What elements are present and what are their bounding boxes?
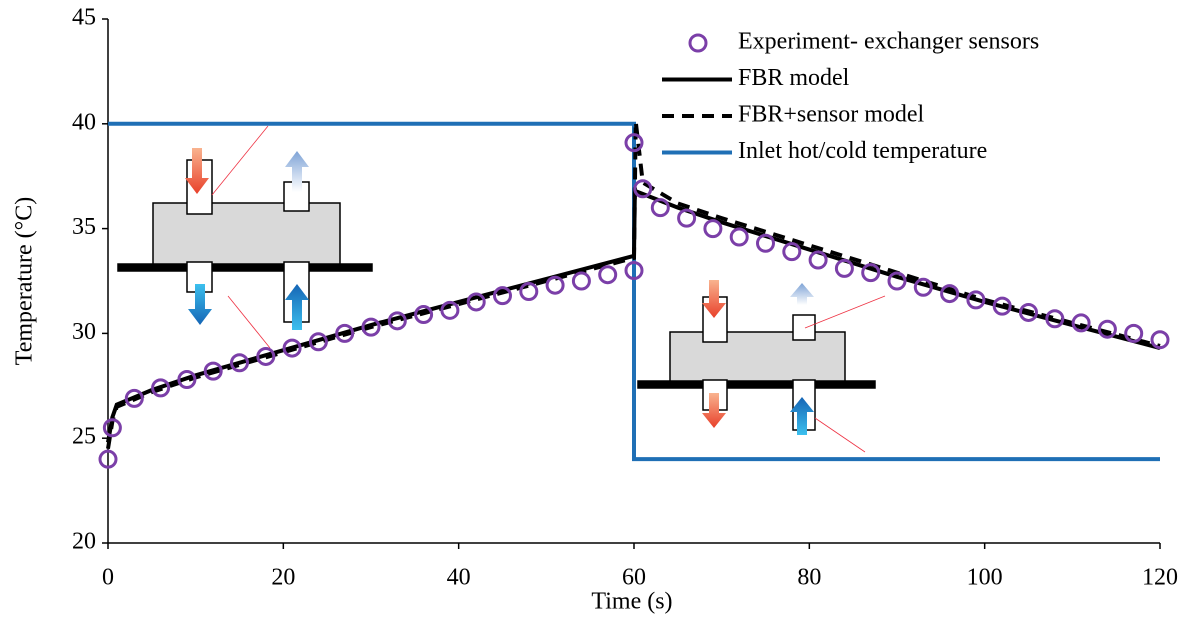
data-point: [335, 323, 355, 343]
y-axis-label: Temperature (°C): [12, 197, 38, 366]
data-point: [966, 290, 986, 310]
data-point: [1097, 319, 1117, 339]
data-point: [98, 449, 118, 469]
y-tick-label: 25: [72, 424, 96, 450]
data-point: [633, 179, 653, 199]
series-line: [106, 187, 1161, 443]
data-point: [650, 198, 670, 218]
data-point: [782, 242, 802, 262]
legend-label: Experiment- exchanger sensors: [738, 29, 1039, 55]
data-point: [1071, 313, 1091, 333]
data-point: [282, 338, 302, 358]
data-point: [703, 219, 723, 239]
x-axis-label: Time (s): [591, 589, 672, 615]
data-point: [361, 317, 381, 337]
data-point: [808, 250, 828, 270]
data-point: [493, 286, 512, 306]
data-point: [1150, 330, 1170, 350]
data-point: [571, 271, 591, 291]
data-point: [729, 227, 749, 247]
data-point: [177, 370, 197, 390]
y-tick-label: 30: [72, 319, 96, 345]
y-tick-label: 20: [72, 529, 96, 555]
x-tick-label: 40: [447, 565, 471, 591]
legend-marker: [688, 33, 708, 53]
data-point: [414, 305, 434, 325]
data-point: [887, 271, 907, 291]
x-tick-label: 20: [271, 565, 295, 591]
data-point: [861, 263, 881, 283]
legend-label: FBR model: [738, 65, 850, 91]
data-point: [677, 208, 697, 228]
data-point: [203, 361, 223, 381]
data-point: [756, 233, 775, 253]
data-point: [387, 311, 407, 331]
series-line: [108, 121, 1160, 462]
data-point: [992, 296, 1012, 316]
data-point: [124, 388, 144, 408]
data-point: [834, 258, 854, 278]
legend-label: FBR+sensor model: [738, 102, 925, 128]
data-point: [940, 284, 960, 304]
legend-label: Inlet hot/cold temperature: [738, 138, 987, 164]
x-tick-label: 60: [622, 565, 646, 591]
data-point: [545, 275, 565, 295]
data-point: [624, 133, 644, 153]
y-tick-label: 45: [72, 5, 96, 31]
data-point: [1045, 309, 1065, 329]
data-point: [102, 418, 122, 438]
x-tick-label: 120: [1142, 565, 1178, 591]
data-point: [624, 261, 644, 281]
data-point: [466, 292, 486, 312]
data-point: [598, 265, 618, 285]
data-point: [440, 300, 460, 320]
data-point: [256, 346, 276, 366]
data-point: [1124, 323, 1144, 343]
y-tick-label: 40: [72, 109, 96, 135]
data-point: [230, 353, 249, 373]
data-point: [1019, 302, 1038, 322]
data-point: [519, 281, 539, 301]
x-tick-label: 80: [797, 565, 821, 591]
data-point: [913, 277, 933, 297]
inset-diagram: [117, 125, 886, 453]
y-tick-label: 35: [72, 214, 96, 240]
data-point: [151, 378, 171, 398]
x-tick-label: 0: [102, 565, 114, 591]
data-point: [308, 332, 328, 352]
x-tick-label: 100: [967, 565, 1003, 591]
